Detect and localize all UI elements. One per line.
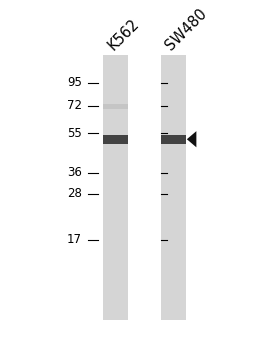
Bar bbox=[161, 55, 186, 320]
Text: 36: 36 bbox=[67, 166, 82, 179]
Text: SW480: SW480 bbox=[163, 6, 210, 53]
Text: 17: 17 bbox=[67, 233, 82, 246]
Text: 55: 55 bbox=[67, 127, 82, 140]
Text: 72: 72 bbox=[67, 99, 82, 112]
Text: 95: 95 bbox=[67, 76, 82, 89]
Bar bbox=[103, 104, 128, 109]
Bar bbox=[103, 55, 128, 320]
Polygon shape bbox=[187, 131, 196, 147]
Text: K562: K562 bbox=[105, 16, 142, 53]
Bar bbox=[161, 135, 186, 144]
Bar bbox=[103, 135, 128, 144]
Text: 28: 28 bbox=[67, 188, 82, 201]
